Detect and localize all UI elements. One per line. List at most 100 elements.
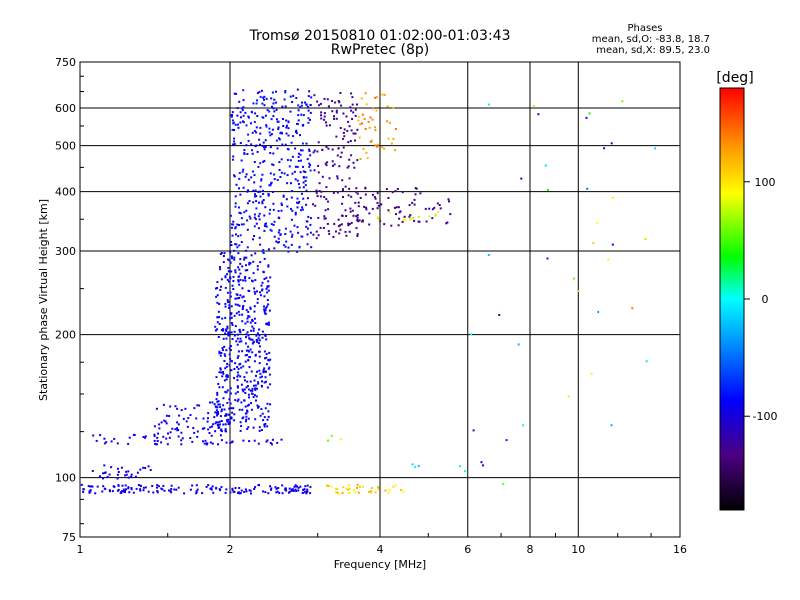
data-point bbox=[247, 315, 250, 318]
data-point bbox=[230, 226, 233, 229]
data-point bbox=[377, 486, 380, 489]
data-point bbox=[284, 143, 287, 146]
data-point bbox=[125, 473, 128, 476]
data-point bbox=[210, 487, 213, 490]
data-point bbox=[264, 206, 267, 209]
data-point bbox=[251, 392, 254, 395]
data-point bbox=[309, 492, 312, 495]
data-point bbox=[264, 307, 267, 310]
data-point bbox=[259, 95, 262, 98]
data-point bbox=[308, 165, 311, 168]
data-point bbox=[189, 437, 192, 439]
data-point bbox=[278, 137, 281, 140]
data-point bbox=[267, 367, 270, 370]
data-point bbox=[243, 258, 246, 261]
data-point bbox=[338, 232, 341, 235]
data-point bbox=[219, 367, 222, 370]
data-point bbox=[301, 101, 303, 104]
data-point bbox=[354, 139, 356, 142]
data-point bbox=[265, 356, 268, 359]
data-point bbox=[80, 483, 83, 486]
data-point bbox=[220, 428, 223, 431]
data-point bbox=[520, 177, 523, 180]
data-point bbox=[373, 196, 376, 199]
data-point bbox=[222, 255, 225, 257]
data-point bbox=[244, 111, 247, 114]
data-point bbox=[216, 294, 219, 297]
data-point bbox=[434, 214, 437, 217]
data-point bbox=[459, 465, 461, 468]
data-point bbox=[223, 252, 226, 255]
data-point bbox=[282, 125, 285, 127]
data-point bbox=[300, 149, 302, 152]
data-point bbox=[265, 305, 268, 308]
data-point bbox=[264, 407, 267, 410]
data-point bbox=[224, 286, 227, 289]
data-point bbox=[291, 488, 294, 491]
data-point bbox=[180, 439, 183, 442]
data-point bbox=[262, 271, 265, 274]
data-point bbox=[176, 429, 179, 432]
data-point bbox=[388, 211, 391, 214]
data-point bbox=[246, 428, 249, 430]
data-point bbox=[239, 294, 242, 297]
x-tick-label: 2 bbox=[227, 543, 234, 556]
data-point bbox=[231, 338, 234, 340]
data-point bbox=[317, 141, 320, 144]
data-point bbox=[216, 301, 219, 304]
data-point bbox=[234, 269, 237, 272]
data-point bbox=[272, 152, 275, 155]
data-point bbox=[339, 156, 342, 158]
data-point bbox=[323, 97, 326, 100]
data-point bbox=[313, 94, 316, 97]
data-point bbox=[230, 345, 232, 348]
data-point bbox=[268, 212, 271, 215]
data-point bbox=[315, 237, 318, 240]
data-point bbox=[233, 368, 236, 370]
data-point bbox=[282, 194, 285, 197]
data-point bbox=[252, 260, 255, 263]
data-point bbox=[217, 310, 220, 313]
data-point bbox=[217, 382, 220, 385]
data-point bbox=[211, 401, 214, 404]
data-point bbox=[357, 205, 360, 208]
data-point bbox=[250, 492, 252, 495]
data-point bbox=[144, 436, 146, 439]
data-point bbox=[244, 269, 247, 272]
data-point bbox=[351, 209, 354, 212]
data-point bbox=[320, 111, 323, 114]
data-point bbox=[380, 203, 383, 206]
data-point bbox=[156, 440, 159, 442]
data-point bbox=[345, 215, 348, 217]
data-point bbox=[247, 417, 250, 420]
data-point bbox=[228, 407, 231, 410]
colorbar-label: [deg] bbox=[716, 70, 753, 86]
data-point bbox=[347, 120, 350, 123]
data-point bbox=[176, 407, 179, 410]
data-point bbox=[253, 287, 256, 290]
data-point bbox=[431, 217, 434, 220]
data-point bbox=[173, 488, 176, 491]
data-point bbox=[240, 340, 243, 343]
data-point bbox=[254, 189, 257, 192]
data-point bbox=[259, 190, 261, 193]
data-point bbox=[242, 390, 245, 393]
data-point bbox=[232, 280, 235, 282]
data-point bbox=[445, 222, 448, 225]
data-point bbox=[254, 145, 257, 148]
data-point bbox=[263, 104, 266, 107]
data-point bbox=[324, 209, 327, 212]
data-point bbox=[307, 95, 310, 98]
data-point bbox=[340, 214, 343, 217]
data-point bbox=[243, 300, 246, 303]
data-point bbox=[286, 159, 289, 161]
data-point bbox=[227, 334, 230, 337]
data-point bbox=[263, 148, 266, 151]
data-point bbox=[286, 124, 288, 127]
data-point bbox=[296, 226, 299, 229]
data-point bbox=[248, 396, 250, 399]
data-point bbox=[170, 488, 173, 490]
data-point bbox=[165, 414, 168, 417]
data-point bbox=[224, 390, 227, 393]
data-point bbox=[369, 140, 372, 143]
